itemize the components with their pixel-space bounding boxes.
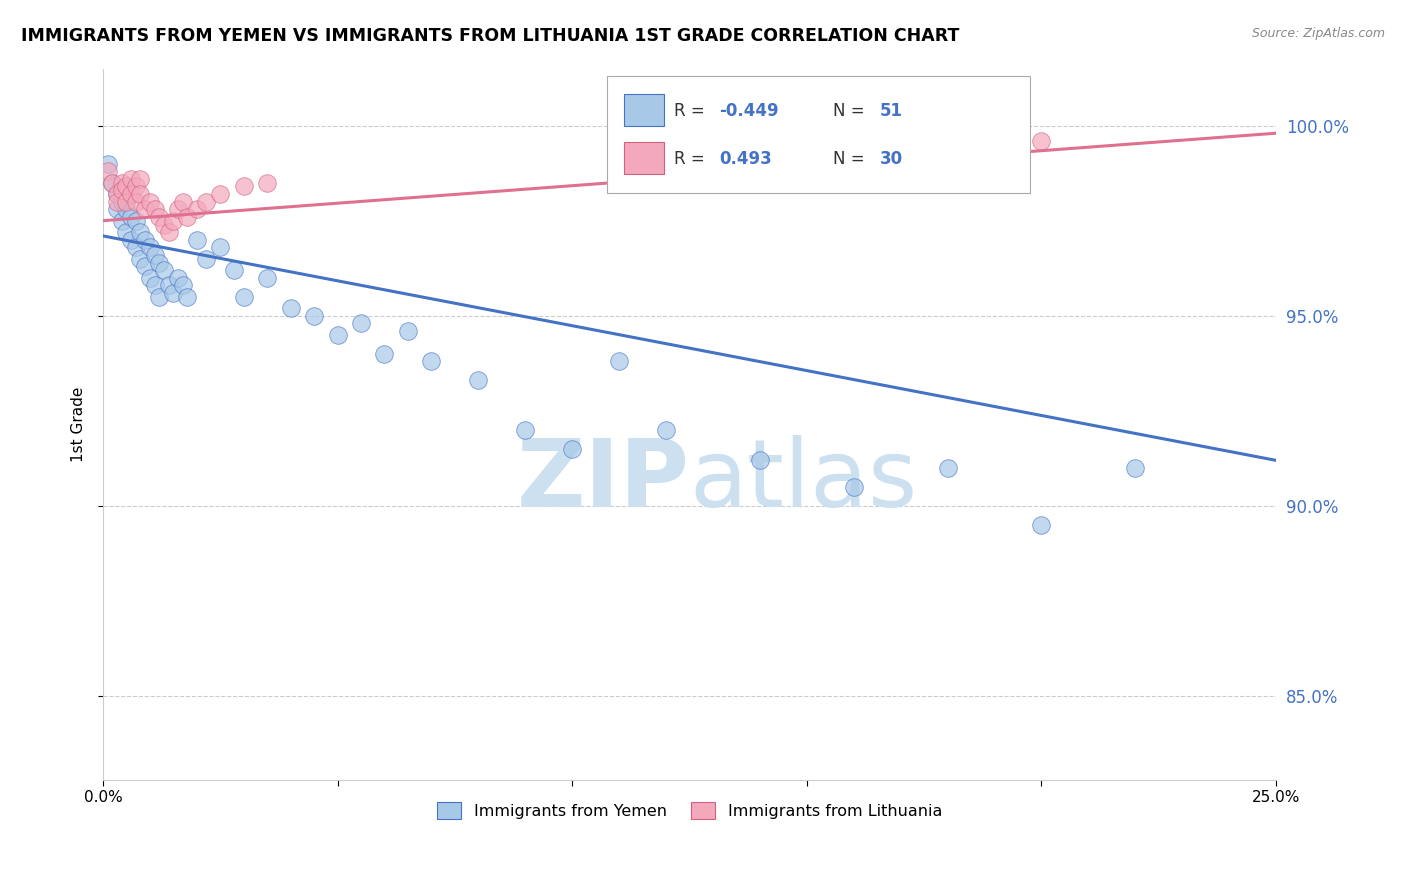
- Point: [143, 278, 166, 293]
- Point: [139, 270, 162, 285]
- Point: [129, 252, 152, 266]
- Point: [655, 423, 678, 437]
- Point: [350, 317, 373, 331]
- Point: [120, 210, 142, 224]
- Point: [115, 179, 138, 194]
- Point: [139, 240, 162, 254]
- Point: [153, 218, 176, 232]
- Point: [129, 225, 152, 239]
- Point: [176, 210, 198, 224]
- Point: [1031, 134, 1053, 148]
- Point: [561, 442, 583, 456]
- Point: [167, 202, 190, 217]
- Y-axis label: 1st Grade: 1st Grade: [72, 386, 86, 462]
- Point: [326, 327, 349, 342]
- Point: [162, 213, 184, 227]
- Text: R =: R =: [675, 150, 710, 168]
- Point: [256, 176, 278, 190]
- Text: -0.449: -0.449: [718, 103, 779, 120]
- Point: [105, 187, 128, 202]
- Point: [97, 164, 120, 178]
- Point: [148, 290, 170, 304]
- Point: [111, 213, 134, 227]
- Point: [97, 156, 120, 170]
- Point: [748, 453, 770, 467]
- Point: [232, 179, 254, 194]
- Point: [302, 309, 325, 323]
- Point: [129, 172, 152, 186]
- Point: [607, 354, 630, 368]
- Point: [1031, 518, 1053, 533]
- Text: atlas: atlas: [689, 435, 918, 527]
- Point: [195, 194, 218, 209]
- Point: [134, 202, 156, 217]
- Point: [162, 285, 184, 300]
- Point: [134, 260, 156, 274]
- Point: [129, 187, 152, 202]
- Point: [139, 194, 162, 209]
- Legend: Immigrants from Yemen, Immigrants from Lithuania: Immigrants from Yemen, Immigrants from L…: [430, 796, 948, 825]
- Point: [209, 240, 232, 254]
- Point: [105, 187, 128, 202]
- Text: ZIP: ZIP: [516, 435, 689, 527]
- Point: [157, 278, 180, 293]
- Text: N =: N =: [832, 103, 869, 120]
- Point: [153, 263, 176, 277]
- Point: [120, 233, 142, 247]
- Point: [467, 374, 489, 388]
- Point: [115, 194, 138, 209]
- Point: [115, 225, 138, 239]
- Point: [111, 176, 134, 190]
- Point: [167, 270, 190, 285]
- Point: [396, 324, 419, 338]
- Point: [125, 240, 148, 254]
- Point: [209, 187, 232, 202]
- Point: [936, 461, 959, 475]
- Point: [224, 263, 246, 277]
- Point: [186, 233, 208, 247]
- Point: [515, 423, 537, 437]
- Point: [172, 194, 194, 209]
- Point: [115, 202, 138, 217]
- Point: [280, 301, 302, 316]
- Point: [120, 187, 142, 202]
- Point: [111, 194, 134, 209]
- Point: [125, 213, 148, 227]
- Point: [120, 172, 142, 186]
- Point: [143, 202, 166, 217]
- Point: [157, 225, 180, 239]
- Point: [1123, 461, 1146, 475]
- Point: [176, 290, 198, 304]
- Point: [125, 179, 148, 194]
- Point: [373, 347, 395, 361]
- Point: [256, 270, 278, 285]
- Point: [143, 248, 166, 262]
- Text: 0.493: 0.493: [718, 150, 772, 168]
- Point: [172, 278, 194, 293]
- FancyBboxPatch shape: [624, 94, 664, 126]
- Point: [105, 194, 128, 209]
- Point: [148, 255, 170, 269]
- Point: [148, 210, 170, 224]
- Point: [101, 176, 124, 190]
- Point: [134, 233, 156, 247]
- Text: R =: R =: [675, 103, 710, 120]
- Text: Source: ZipAtlas.com: Source: ZipAtlas.com: [1251, 27, 1385, 40]
- Point: [125, 194, 148, 209]
- Point: [105, 202, 128, 217]
- Point: [842, 480, 865, 494]
- Point: [232, 290, 254, 304]
- Text: 51: 51: [880, 103, 903, 120]
- Text: N =: N =: [832, 150, 869, 168]
- Point: [111, 183, 134, 197]
- Text: IMMIGRANTS FROM YEMEN VS IMMIGRANTS FROM LITHUANIA 1ST GRADE CORRELATION CHART: IMMIGRANTS FROM YEMEN VS IMMIGRANTS FROM…: [21, 27, 959, 45]
- FancyBboxPatch shape: [624, 142, 664, 174]
- Point: [101, 176, 124, 190]
- Point: [420, 354, 443, 368]
- Point: [186, 202, 208, 217]
- Point: [195, 252, 218, 266]
- Text: 30: 30: [880, 150, 903, 168]
- FancyBboxPatch shape: [607, 76, 1029, 193]
